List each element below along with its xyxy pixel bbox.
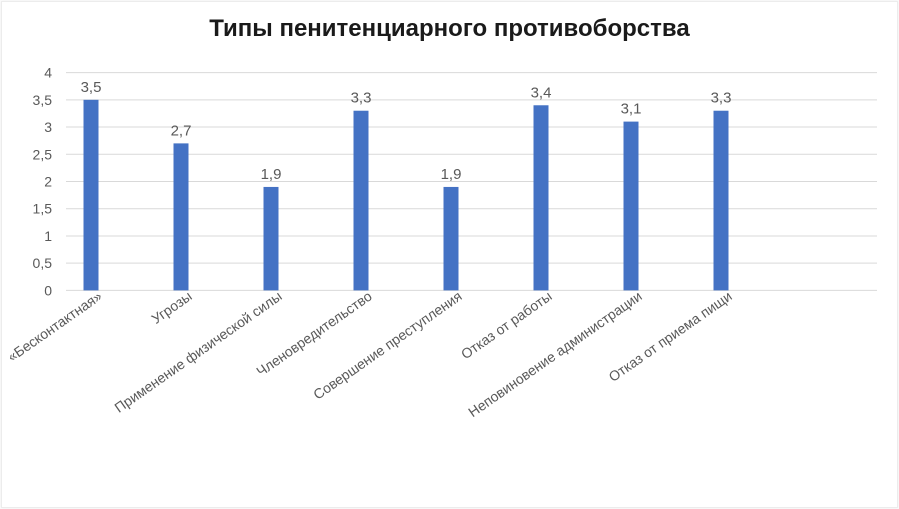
svg-text:3,4: 3,4	[531, 84, 552, 101]
svg-text:0: 0	[44, 282, 52, 298]
svg-text:3,1: 3,1	[621, 101, 642, 118]
svg-text:3,3: 3,3	[711, 90, 732, 107]
svg-text:«Бесконтактная»: «Бесконтактная»	[4, 288, 104, 365]
svg-text:1,5: 1,5	[33, 201, 53, 217]
svg-text:3,3: 3,3	[351, 90, 372, 107]
svg-text:1,9: 1,9	[261, 166, 282, 183]
svg-text:2,7: 2,7	[171, 122, 192, 139]
svg-text:1,9: 1,9	[441, 166, 462, 183]
svg-text:4: 4	[44, 65, 52, 81]
svg-text:Отказ от работы: Отказ от работы	[458, 288, 555, 362]
svg-text:Совершение преступления: Совершение преступления	[310, 288, 464, 403]
svg-text:Применение физической силы: Применение физической силы	[111, 288, 284, 416]
svg-text:1: 1	[44, 228, 52, 244]
svg-text:0,5: 0,5	[33, 255, 53, 271]
svg-text:2,5: 2,5	[33, 146, 53, 162]
svg-text:2: 2	[44, 174, 52, 190]
svg-text:Неповиновение администрации: Неповиновение администрации	[465, 288, 645, 420]
svg-text:Угрозы: Угрозы	[148, 288, 194, 327]
svg-text:3: 3	[44, 119, 52, 135]
svg-text:3,5: 3,5	[81, 79, 102, 96]
svg-text:3,5: 3,5	[33, 92, 53, 108]
